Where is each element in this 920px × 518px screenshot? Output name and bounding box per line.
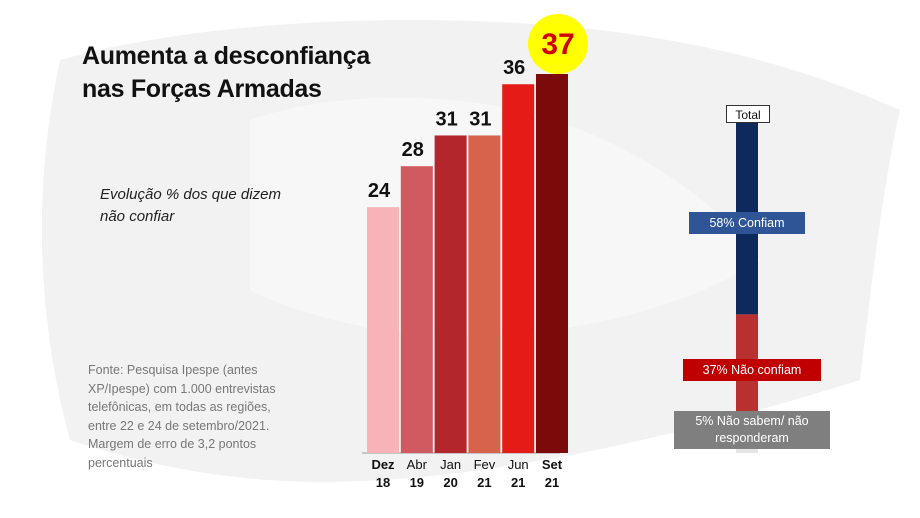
bar-4 (502, 84, 535, 454)
x-tick-label-3-1: 21 (477, 475, 491, 490)
bar-1 (400, 166, 433, 453)
source-note: Fonte: Pesquisa Ipespe (antes XP/Ipespe)… (88, 363, 276, 470)
x-tick-label-0-0: Dez (371, 457, 395, 472)
bar-value-label-1: 28 (402, 139, 424, 161)
bar-value-label-0: 24 (368, 180, 391, 202)
bar-5 (536, 74, 568, 453)
x-tick-label-2-0: Jan (440, 457, 461, 472)
stack-label-0: 58% Confiam (689, 212, 805, 234)
page-title: Aumenta a desconfiança nas Forças Armada… (82, 42, 370, 103)
x-tick-label-1-1: 19 (410, 475, 424, 490)
chart-subtitle: Evolução % dos que dizem não confiar (100, 186, 281, 225)
x-tick-label-5-1: 21 (545, 475, 559, 490)
bar-value-label-2: 31 (435, 108, 457, 130)
x-tick-label-1-0: Abr (407, 457, 428, 472)
stack-label-1: 37% Não confiam (683, 359, 821, 381)
bar-2 (434, 135, 467, 453)
x-tick-label-4-0: Jun (508, 457, 529, 472)
bar-0 (367, 207, 399, 453)
bar-value-label-5: 37 (541, 28, 574, 61)
x-tick-label-0-1: 18 (376, 475, 390, 490)
x-tick-label-4-1: 21 (511, 475, 525, 490)
x-tick-label-2-1: 20 (443, 475, 457, 490)
bar-value-label-3: 31 (469, 108, 491, 130)
stack-label-2: 5% Não sabem/ não responderam (674, 411, 830, 449)
total-label: Total (726, 105, 770, 123)
bar-value-label-4: 36 (503, 57, 525, 79)
x-tick-label-3-0: Fev (474, 457, 496, 472)
bar-3 (468, 135, 501, 453)
x-tick-label-5-0: Set (542, 457, 563, 472)
highlight-circle (528, 14, 588, 74)
